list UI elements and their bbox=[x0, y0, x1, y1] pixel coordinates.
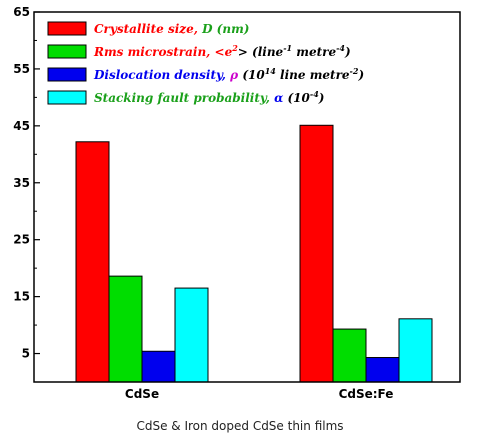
legend-box bbox=[40, 14, 412, 110]
legend-swatch bbox=[47, 21, 87, 36]
x-tick-label: CdSe:Fe bbox=[339, 387, 394, 401]
bar-cdse-series-3 bbox=[141, 350, 176, 383]
bar-cdse-fe-series-2 bbox=[332, 328, 367, 383]
bar-cdse-series-2 bbox=[108, 275, 143, 383]
legend-swatch bbox=[47, 44, 87, 59]
legend-entry-1: Crystallite size, D (nm) bbox=[94, 22, 249, 36]
legend: Crystallite size, D (nm) Rms microstrain,… bbox=[40, 14, 412, 110]
bars-layer bbox=[75, 124, 433, 383]
bar-cdse-series-4 bbox=[174, 287, 209, 383]
plot-frame bbox=[33, 11, 461, 383]
y-tick-label: 15 bbox=[13, 290, 30, 304]
legend-entry-4: Stacking fault probability, α (10-4) bbox=[94, 89, 324, 105]
y-tick-label: 5 bbox=[22, 347, 30, 361]
y-tick-label: 65 bbox=[13, 5, 30, 19]
x-tick-label: CdSe bbox=[125, 387, 159, 401]
bar-cdse-fe-series-1 bbox=[299, 124, 334, 383]
y-tick-label: 55 bbox=[13, 62, 30, 76]
y-tick-label: 45 bbox=[13, 119, 30, 133]
y-tick-label: 35 bbox=[13, 176, 30, 190]
bar-cdse-fe-series-3 bbox=[365, 357, 400, 383]
legend-swatch bbox=[47, 67, 87, 82]
bar-cdse-fe-series-4 bbox=[398, 318, 433, 383]
legend-swatch bbox=[47, 90, 87, 105]
legend-entry-2: Rms microstrain, <e2> (line-1 metre-4) bbox=[93, 43, 351, 59]
axes-layer: CdSe CdSe:Fe 5 15 25 35 45 55 65 bbox=[13, 5, 461, 401]
y-tick-label: 25 bbox=[13, 233, 30, 247]
x-axis-title: CdSe & Iron doped CdSe thin films bbox=[136, 419, 343, 433]
legend-entry-3: Dislocation density, ρ (1014 line metre-… bbox=[93, 66, 364, 82]
bar-cdse-series-1 bbox=[75, 141, 110, 383]
